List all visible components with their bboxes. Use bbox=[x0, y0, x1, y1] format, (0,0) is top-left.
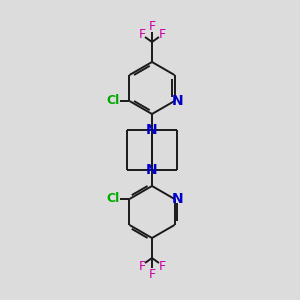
Text: N: N bbox=[146, 163, 158, 177]
Text: N: N bbox=[146, 123, 158, 137]
Text: F: F bbox=[158, 260, 166, 272]
Text: F: F bbox=[148, 20, 156, 32]
Text: F: F bbox=[148, 268, 156, 281]
Text: F: F bbox=[138, 28, 146, 40]
Text: F: F bbox=[138, 260, 146, 272]
Text: N: N bbox=[172, 94, 183, 108]
Text: F: F bbox=[158, 28, 166, 40]
Text: N: N bbox=[172, 192, 183, 206]
Text: Cl: Cl bbox=[107, 94, 120, 107]
Text: Cl: Cl bbox=[107, 193, 120, 206]
